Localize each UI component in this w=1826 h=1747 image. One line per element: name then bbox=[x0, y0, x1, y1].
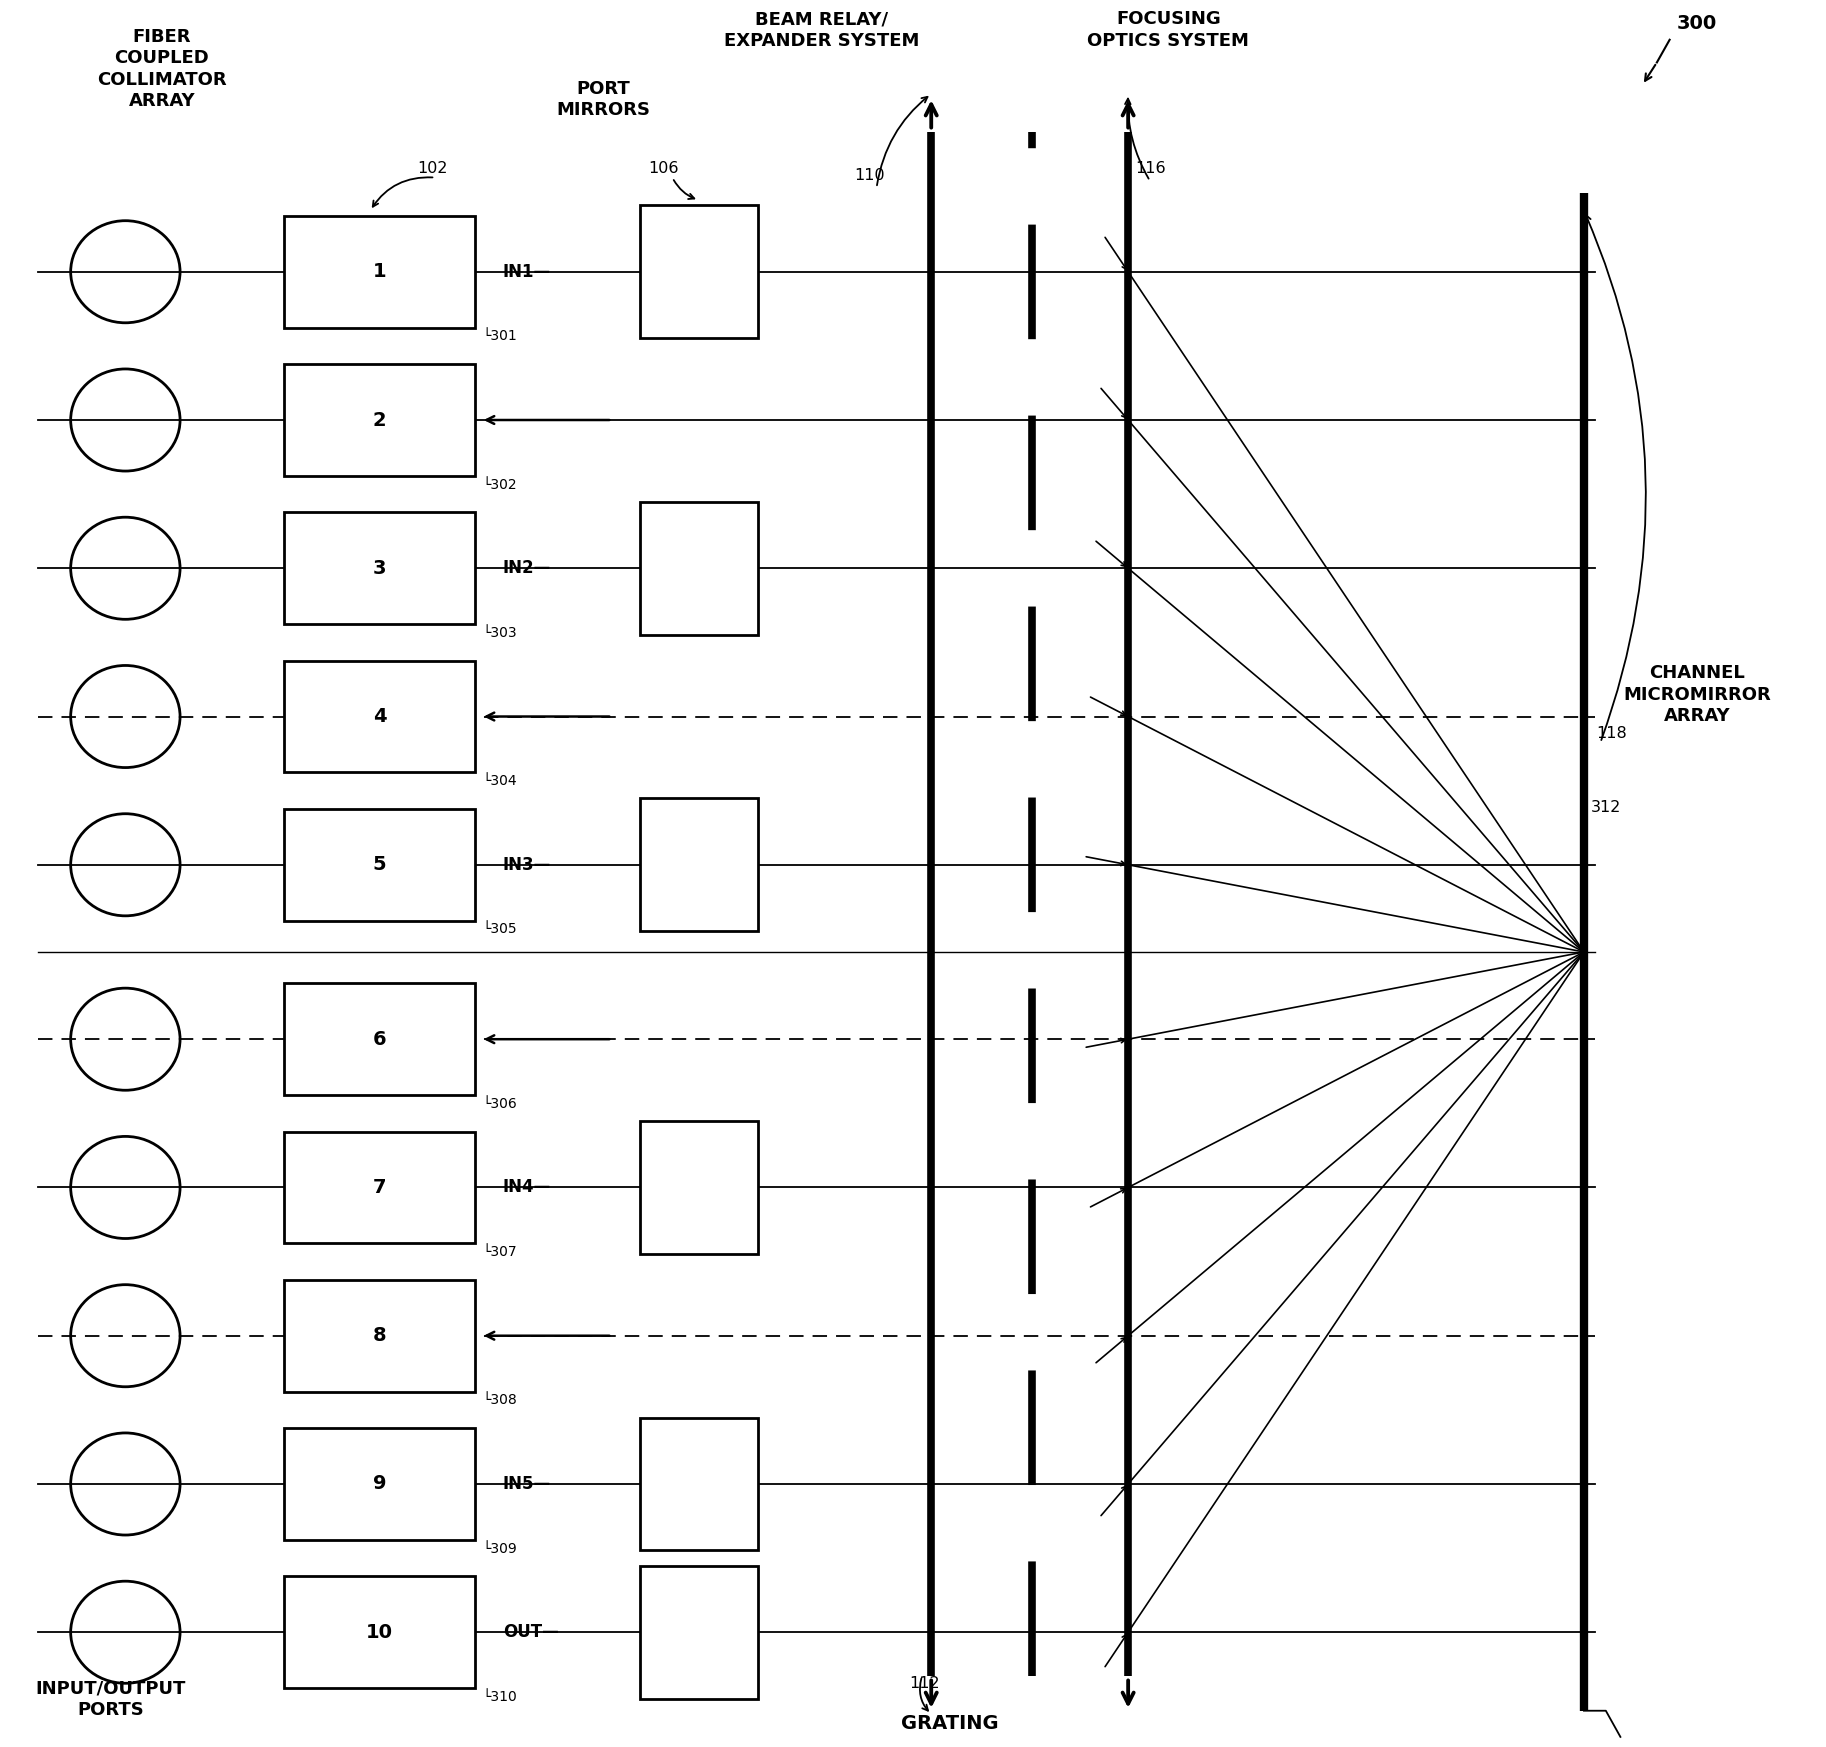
Text: └310: └310 bbox=[482, 1689, 517, 1703]
Bar bbox=[639, 1419, 758, 1550]
Text: 312: 312 bbox=[1590, 800, 1621, 814]
Bar bbox=[285, 363, 475, 475]
Bar bbox=[639, 1122, 758, 1254]
Text: 102: 102 bbox=[416, 161, 447, 176]
Bar bbox=[639, 501, 758, 634]
Text: INPUT/OUTPUT
PORTS: INPUT/OUTPUT PORTS bbox=[35, 1679, 186, 1719]
Text: └301: └301 bbox=[482, 328, 517, 344]
Text: 116: 116 bbox=[1136, 161, 1167, 176]
Text: 9: 9 bbox=[373, 1474, 387, 1494]
Bar bbox=[285, 217, 475, 327]
Text: └307: └307 bbox=[482, 1246, 517, 1260]
Text: 2: 2 bbox=[373, 411, 387, 430]
Text: └302: └302 bbox=[482, 477, 517, 491]
Text: GRATING: GRATING bbox=[900, 1714, 999, 1733]
Text: 7: 7 bbox=[373, 1177, 387, 1197]
Text: 3: 3 bbox=[373, 559, 387, 578]
Text: 10: 10 bbox=[367, 1623, 393, 1642]
Text: OUT—: OUT— bbox=[502, 1623, 559, 1640]
Text: 1: 1 bbox=[373, 262, 387, 281]
Text: 8: 8 bbox=[373, 1326, 387, 1345]
Bar bbox=[285, 984, 475, 1095]
Text: 5: 5 bbox=[373, 856, 387, 874]
Bar bbox=[639, 1565, 758, 1698]
Text: PORT
MIRRORS: PORT MIRRORS bbox=[557, 80, 650, 119]
Bar bbox=[285, 1281, 475, 1392]
Text: IN4—: IN4— bbox=[502, 1179, 551, 1197]
Text: 4: 4 bbox=[373, 708, 387, 727]
Text: 6: 6 bbox=[373, 1029, 387, 1048]
Text: 300: 300 bbox=[1676, 14, 1716, 33]
Bar bbox=[285, 660, 475, 772]
Text: └308: └308 bbox=[482, 1394, 517, 1408]
Text: FOCUSING
OPTICS SYSTEM: FOCUSING OPTICS SYSTEM bbox=[1086, 10, 1249, 49]
Bar bbox=[639, 206, 758, 337]
Text: └309: └309 bbox=[482, 1541, 517, 1555]
Text: CHANNEL
MICROMIRROR
ARRAY: CHANNEL MICROMIRROR ARRAY bbox=[1623, 664, 1771, 725]
Bar bbox=[639, 798, 758, 931]
Text: 106: 106 bbox=[648, 161, 679, 176]
Text: IN3—: IN3— bbox=[502, 856, 551, 874]
Bar bbox=[285, 1576, 475, 1688]
Bar bbox=[285, 1132, 475, 1244]
Text: └306: └306 bbox=[482, 1097, 517, 1111]
Text: FIBER
COUPLED
COLLIMATOR
ARRAY: FIBER COUPLED COLLIMATOR ARRAY bbox=[97, 28, 226, 110]
Text: BEAM RELAY/
EXPANDER SYSTEM: BEAM RELAY/ EXPANDER SYSTEM bbox=[725, 10, 920, 49]
Bar bbox=[285, 1427, 475, 1539]
Bar bbox=[285, 512, 475, 624]
Text: └304: └304 bbox=[482, 774, 517, 788]
Text: 112: 112 bbox=[909, 1675, 940, 1691]
Text: 118: 118 bbox=[1596, 727, 1627, 741]
Text: IN1—: IN1— bbox=[502, 262, 551, 281]
Bar bbox=[285, 809, 475, 921]
Text: └303: └303 bbox=[482, 625, 517, 639]
Text: IN5—: IN5— bbox=[502, 1474, 551, 1494]
Text: └305: └305 bbox=[482, 922, 517, 936]
Text: IN2—: IN2— bbox=[502, 559, 551, 577]
Text: 110: 110 bbox=[855, 168, 886, 183]
